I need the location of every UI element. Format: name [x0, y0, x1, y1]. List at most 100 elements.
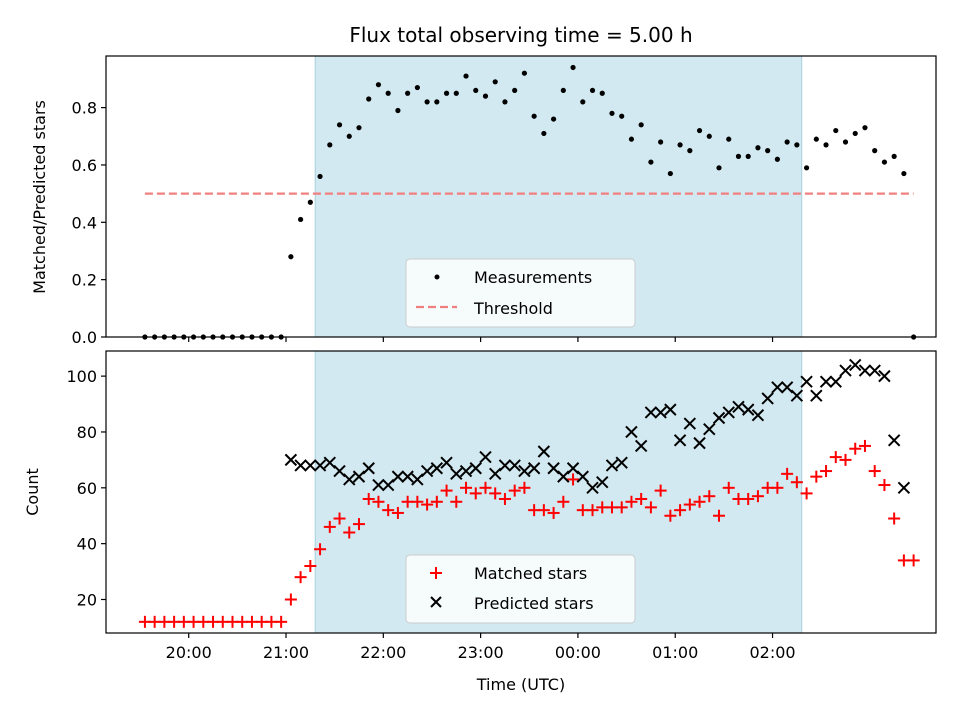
series-1-1-point-25-b: [527, 462, 541, 475]
series-1-0-point-55: [674, 504, 687, 517]
series-1-1-point-11-b: [391, 470, 405, 483]
series-1-1-point-41: [683, 417, 697, 430]
series-1-0-point-33: [460, 481, 473, 494]
series-1-1-point-3: [313, 459, 327, 472]
series-1-1-point-60-b: [868, 364, 881, 377]
series-0-0-point-40: [531, 113, 537, 119]
series-1-1-point-44-b: [712, 411, 726, 425]
x-tick-label-5: 01:00: [652, 643, 698, 662]
series-0-0-point-51: [638, 122, 644, 128]
series-1-0-point-70: [820, 465, 833, 478]
series-0-0-point-79: [911, 334, 917, 340]
series-0-0-point-65: [774, 156, 780, 162]
series-1-1-point-48-b: [751, 409, 765, 422]
legend-predicted-marker: [430, 596, 442, 608]
series-1-1-point-17-b: [450, 467, 463, 481]
series-1-1-point-38-b: [654, 406, 667, 419]
y-tick-label-0-2: 0.4: [72, 213, 97, 232]
series-0-0-point-17: [307, 199, 313, 205]
series-1-0-point-67: [790, 476, 803, 489]
series-1-1-point-32: [596, 476, 609, 489]
x-tick-label-4: 00:00: [555, 643, 601, 662]
x-tick-label-0: 20:00: [166, 643, 212, 662]
series-0-0-point-66: [784, 139, 790, 145]
series-1-1-point-56: [829, 375, 842, 388]
series-1-1-point-61: [878, 369, 891, 383]
series-0-0-point-9: [229, 334, 236, 340]
series-1-0-point-17: [304, 559, 317, 572]
series-1-0-point-59: [713, 509, 726, 522]
series-1-1-point-48: [751, 409, 765, 422]
series-1-1-point-63-b: [897, 481, 911, 495]
series-1-1-point-9: [372, 478, 385, 492]
series-1-0-point-19: [323, 520, 336, 533]
series-1-1-point-59: [858, 364, 872, 377]
x-tick-label-1: 21:00: [263, 643, 309, 662]
series-0-0-point-62: [745, 153, 751, 159]
series-1-1-point-24: [518, 464, 531, 478]
series-1-0-point-52: [644, 501, 657, 514]
series-0-0-point-36: [492, 79, 498, 85]
series-0-0-point-21: [346, 133, 352, 139]
series-1-1-point-49: [761, 392, 774, 405]
series-0-0-point-55: [677, 142, 683, 148]
series-1-1-point-19: [469, 462, 482, 475]
series-0-0-point-0: [142, 334, 148, 340]
series-1-0-point-76: [878, 479, 891, 492]
series-1-0-point-68: [800, 487, 813, 500]
series-1-0-point-36: [489, 487, 502, 500]
top-panel: 0.0 0.2 0.4 0.6 0.8: [72, 55, 937, 347]
series-1-0-point-32: [450, 495, 463, 508]
series-1-0-point-63: [751, 490, 764, 503]
series-1-1-point-26-b: [537, 445, 551, 458]
series-1-0-point-66: [781, 467, 794, 480]
x-tick-label-3: 23:00: [458, 643, 504, 662]
y-tick-label-1-0: 20: [77, 590, 97, 609]
series-1-1-point-62-b: [887, 434, 901, 447]
series-0-0-point-3: [171, 334, 177, 340]
y-tick-label-0-4: 0.8: [72, 99, 97, 118]
series-1-0-point-31: [440, 484, 453, 497]
series-0-0-point-71: [833, 127, 839, 134]
series-0-0-point-25: [385, 90, 391, 96]
series-1-1-point-58: [849, 358, 862, 372]
series-1-1-point-41-b: [683, 417, 697, 430]
series-1-1-point-33-b: [605, 459, 619, 472]
series-1-0-point-77: [888, 512, 901, 525]
series-1-0-point-20: [333, 512, 346, 525]
y-tick-label-0-3: 0.6: [72, 156, 97, 175]
series-0-0-point-44: [570, 64, 576, 71]
series-0-0-point-56: [687, 148, 693, 154]
series-1-0-point-30: [430, 495, 443, 508]
series-1-0-point-41: [537, 504, 550, 517]
series-1-1-point-6: [343, 473, 356, 486]
series-1-0-point-50: [625, 495, 638, 508]
series-1-0-point-51: [635, 492, 648, 505]
series-0-0-point-61: [735, 153, 742, 159]
series-0-0-point-38: [512, 87, 518, 94]
series-1-0-point-37: [498, 492, 511, 505]
series-1-0-point-75: [868, 465, 881, 478]
series-1-1-point-56-b: [829, 375, 842, 388]
series-0-0-point-24: [375, 82, 382, 88]
legend-measurements-marker: [434, 274, 440, 280]
series-1-1-point-17: [450, 467, 463, 481]
x-tick-label-2: 22:00: [360, 643, 406, 662]
y-tick-label-1-1: 40: [77, 535, 97, 554]
series-0-0-point-23: [366, 96, 372, 102]
series-0-0-point-28: [414, 84, 420, 91]
series-1-1-point-37: [644, 406, 658, 419]
series-1-1-point-16-b: [440, 456, 453, 469]
series-1-1-point-57: [839, 364, 852, 377]
series-0-0-point-31: [443, 90, 450, 96]
series-1-0-point-69: [810, 470, 823, 483]
series-1-1-point-8: [362, 462, 375, 475]
series-0-0-point-35: [482, 93, 489, 99]
series-0-0-point-39: [521, 70, 528, 76]
series-1-1-point-2-b: [304, 459, 317, 472]
top-legend-box: [405, 258, 636, 328]
legend-measurements-label: Measurements: [474, 268, 592, 287]
series-1-1-point-34: [615, 456, 628, 469]
series-1-1-point-50-b: [771, 381, 784, 394]
legend-matched-label: Matched stars: [474, 564, 587, 583]
